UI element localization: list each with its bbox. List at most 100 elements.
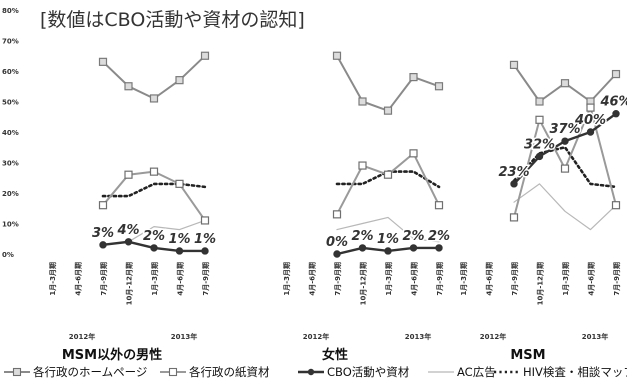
legend-marker xyxy=(168,367,178,377)
series-line-hiv xyxy=(101,182,207,198)
x-tick-label: 1月-3月期 xyxy=(459,262,468,296)
data-label-cbo: 40% xyxy=(574,113,606,128)
data-point-homepage xyxy=(560,79,570,88)
data-point-paper xyxy=(586,103,595,112)
legend-label: 各行政の紙資材 xyxy=(189,365,270,379)
x-tick-label: 10月-12月期 xyxy=(125,262,134,305)
data-label-cbo: 0% xyxy=(326,235,348,250)
x-tick-label: 4月-6月期 xyxy=(485,262,494,296)
chart-title: [数値はCBO活動や資材の認知] xyxy=(40,9,305,31)
series-hiv xyxy=(512,146,618,189)
panel-label: MSM以外の男性 xyxy=(62,347,162,363)
legend-label: CBO活動や資材 xyxy=(327,365,410,379)
data-point-paper xyxy=(98,201,108,210)
panel-1: 3% 4% 2% 1% 1%1月-3月期 4月-6月期 7月-9月期 10月-12月期 1月-3… xyxy=(48,51,218,363)
data-label-cbo: 2% xyxy=(351,229,373,244)
x-tick-label: 4月-6月期 xyxy=(410,262,419,296)
y-tick-label: 0% xyxy=(2,251,14,259)
y-tick-label: 80% xyxy=(2,7,19,15)
x-tick-label: 1月-3月期 xyxy=(282,262,291,296)
series-line-homepage xyxy=(102,54,206,100)
data-point-homepage xyxy=(332,51,342,60)
x-tick-label: 1月-3月期 xyxy=(561,262,570,296)
y-axis: 80% 70% 60% 50% 40% 30% 20% 10% 0% xyxy=(2,7,19,259)
series-line-hiv xyxy=(512,146,618,189)
legend: 各行政のホームページ 各行政の紙資材 CBO活動や資材 AC広告 HIV検査・相談マップ xyxy=(4,365,627,379)
panel-label: 女性 xyxy=(322,347,348,363)
data-point-cbo xyxy=(99,241,107,249)
data-label-cbo: 2% xyxy=(143,229,165,244)
data-label-cbo: 32% xyxy=(524,137,555,152)
year-label: 2013年 xyxy=(171,332,197,341)
y-tick-label: 10% xyxy=(2,221,19,229)
y-tick-label: 50% xyxy=(2,99,19,107)
x-tick-label: 7月-9月期 xyxy=(99,262,108,296)
legend-item-cbo: CBO活動や資材 xyxy=(298,365,410,379)
data-point-homepage xyxy=(434,82,444,91)
data-point-homepage xyxy=(383,106,393,115)
data-point-cbo xyxy=(612,110,620,118)
data-point-cbo xyxy=(409,244,418,252)
y-tick-label: 30% xyxy=(2,160,19,168)
x-tick-label: 4月-6月期 xyxy=(74,262,83,296)
data-point-cbo xyxy=(150,244,158,252)
data-point-paper xyxy=(383,170,393,179)
year-label: 2012年 xyxy=(480,332,506,341)
data-point-cbo xyxy=(561,137,569,145)
series-homepage xyxy=(332,51,444,115)
data-point-paper xyxy=(434,201,444,210)
data-point-paper xyxy=(200,216,210,225)
data-point-cbo xyxy=(586,128,595,136)
legend-item-ac: AC広告 xyxy=(428,365,496,379)
year-label: 2013年 xyxy=(405,332,431,341)
data-label-cbo: 46% xyxy=(599,95,627,110)
data-point-homepage xyxy=(358,97,367,106)
data-label-cbo: 2% xyxy=(428,229,450,244)
y-tick-label: 40% xyxy=(2,129,19,137)
data-point-paper xyxy=(535,115,544,124)
series-hiv xyxy=(101,182,207,198)
series-ac xyxy=(336,216,440,243)
legend-label: 各行政のホームページ xyxy=(33,365,147,379)
series-cbo xyxy=(333,244,443,258)
y-tick-label: 70% xyxy=(2,38,19,46)
series-cbo xyxy=(510,110,620,188)
data-point-homepage xyxy=(509,60,519,70)
year-label: 2012年 xyxy=(303,332,329,341)
data-point-homepage xyxy=(535,97,544,106)
series-paper xyxy=(332,149,444,219)
legend-item-hiv: HIV検査・相談マップ xyxy=(494,365,627,379)
data-label-cbo: 3% xyxy=(92,226,114,241)
data-point-homepage xyxy=(409,72,418,82)
x-tick-label: 1月-3月期 xyxy=(384,262,393,296)
year-label: 2013年 xyxy=(582,332,608,341)
series-cbo xyxy=(99,238,209,255)
x-tick-label: 7月-9月期 xyxy=(435,262,444,296)
legend-label: HIV検査・相談マップ xyxy=(523,365,627,379)
panel-3: 23% 32%37%40% 46% 1月-3月期 4月-6月期 7月-9月期 10月-12月… xyxy=(459,60,627,363)
data-point-paper xyxy=(611,201,621,210)
legend-item-homepage: 各行政のホームページ xyxy=(4,365,147,379)
x-tick-label: 4月-6月期 xyxy=(308,262,317,296)
data-point-cbo xyxy=(358,244,367,252)
data-point-paper xyxy=(409,149,418,158)
legend-label: AC広告 xyxy=(457,365,496,379)
data-point-homepage xyxy=(124,82,133,91)
x-tick-label: 4月-6月期 xyxy=(587,262,596,296)
x-tick-label: 7月-9月期 xyxy=(612,262,621,296)
series-line-paper xyxy=(336,152,440,216)
x-tick-label: 7月-9月期 xyxy=(510,262,519,296)
series-line-ac xyxy=(513,183,617,231)
x-tick-label: 10月-12月期 xyxy=(359,262,368,305)
series-line-ac xyxy=(336,216,440,243)
x-tick-label: 1月-3月期 xyxy=(150,262,159,296)
panels: 3% 4% 2% 1% 1%1月-3月期 4月-6月期 7月-9月期 10月-12月期 1月-3… xyxy=(48,51,627,363)
panel-label: MSM xyxy=(510,348,545,363)
y-tick-label: 60% xyxy=(2,68,19,76)
data-label-cbo: 1% xyxy=(194,232,216,247)
data-label-cbo: 1% xyxy=(377,232,399,247)
data-point-cbo xyxy=(535,152,544,161)
series-homepage xyxy=(98,51,210,103)
data-point-homepage xyxy=(200,51,210,60)
data-point-paper xyxy=(149,167,159,176)
